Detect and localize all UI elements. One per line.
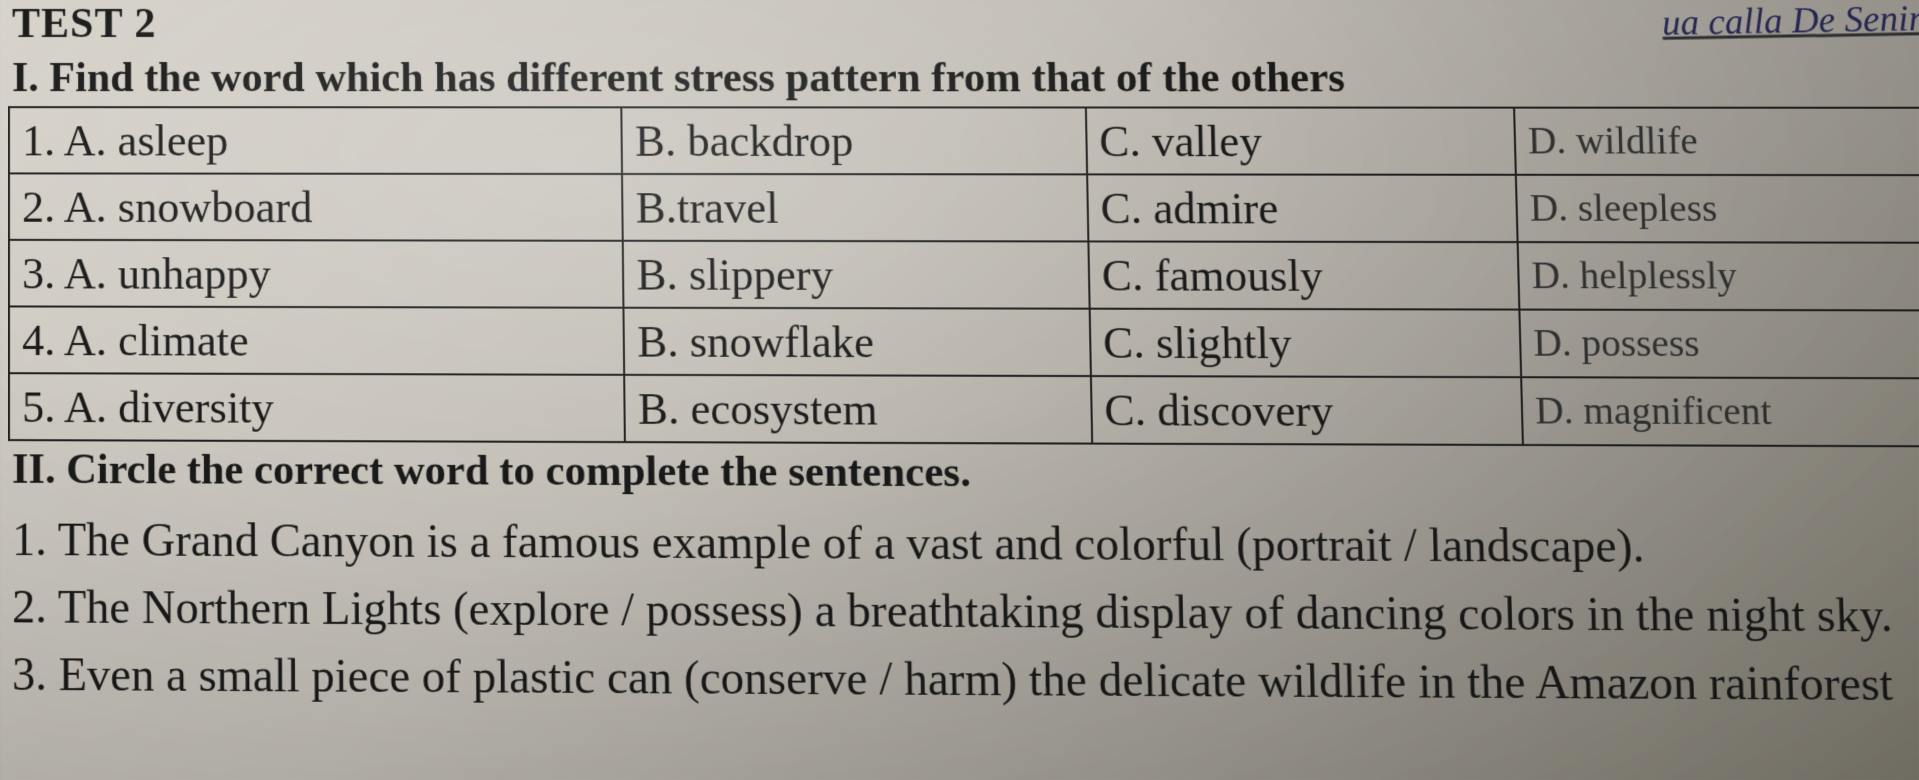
sentence-item: 2. The Northern Lights (explore / posses… [12, 573, 1919, 650]
handwritten-annotation: ua calla De Senir [1661, 0, 1919, 44]
table-row: 1. A. asleep B. backdrop C. valley D. wi… [9, 107, 1919, 175]
table-row: 4. A. climate B. snowflake C. slightly D… [9, 306, 1919, 378]
cell-option-d: D. wildlife [1514, 108, 1919, 176]
table-row: 3. A. unhappy B. slippery C. famously D.… [9, 240, 1919, 311]
sentence-item: 3. Even a small piece of plastic can (co… [12, 641, 1919, 720]
cell-option-b: B. slippery [623, 241, 1089, 309]
cell-option-d: D. magnificent [1521, 377, 1919, 446]
cell-option-c: C. famously [1088, 241, 1519, 309]
cell-option-a: 4. A. climate [9, 306, 624, 374]
cell-option-c: C. admire [1087, 174, 1518, 242]
cell-option-a: 1. A. asleep [9, 107, 622, 174]
cell-option-a: 2. A. snowboard [9, 173, 623, 240]
cell-option-d: D. helplessly [1517, 242, 1919, 310]
sentences-block: 1. The Grand Canyon is a famous example … [8, 498, 1919, 719]
cell-option-d: D. sleepless [1516, 175, 1919, 243]
section-2-heading: II. Circle the correct word to complete … [8, 441, 1919, 505]
table-row: 2. A. snowboard B.travel C. admire D. sl… [9, 173, 1919, 242]
cell-option-b: B. backdrop [622, 107, 1087, 174]
cell-option-b: B.travel [622, 174, 1088, 241]
cell-option-c: C. valley [1085, 107, 1515, 174]
cell-option-a: 3. A. unhappy [9, 240, 624, 308]
table-row: 5. A. diversity B. ecosystem C. discover… [9, 373, 1919, 446]
cell-option-c: C. discovery [1090, 376, 1522, 445]
section-1-heading: I. Find the word which has different str… [8, 50, 1919, 107]
cell-option-a: 5. A. diversity [9, 373, 625, 442]
cell-option-d: D. possess [1519, 310, 1919, 379]
test-label: TEST 2 [8, 0, 1919, 48]
cell-option-b: B. snowflake [624, 308, 1091, 376]
cell-option-b: B. ecosystem [624, 375, 1091, 444]
cell-option-c: C. slightly [1089, 309, 1521, 378]
stress-pattern-table: 1. A. asleep B. backdrop C. valley D. wi… [8, 106, 1919, 447]
sentence-item: 1. The Grand Canyon is a famous example … [12, 506, 1919, 582]
